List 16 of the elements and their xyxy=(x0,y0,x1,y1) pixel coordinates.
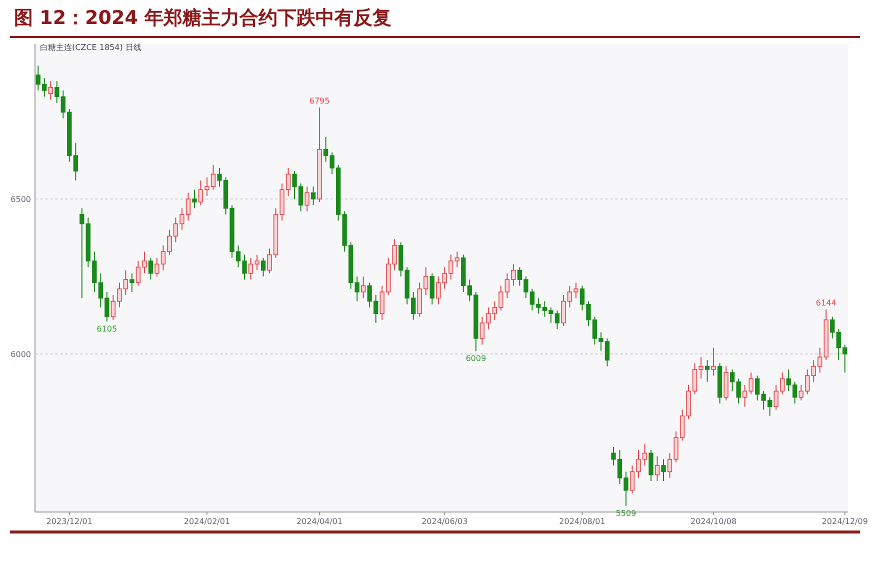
x-tick-label: 2024/04/01 xyxy=(296,517,343,526)
x-tick-label: 2024/06/03 xyxy=(422,517,468,526)
x-tick-label: 2024/12/09 xyxy=(822,517,868,526)
annotation: 6144 xyxy=(816,298,836,308)
chart-title: 图 12：2024 年郑糖主力合约下跌中有反复 xyxy=(14,7,392,29)
annotation: 5509 xyxy=(616,509,636,518)
x-tick-label: 2024/08/01 xyxy=(559,517,606,526)
chart-subtitle: 白糖主连(CZCE 1854) 日线 xyxy=(40,43,142,52)
x-tick-label: 2023/12/01 xyxy=(46,517,92,526)
x-tick-label: 2024/10/08 xyxy=(690,517,737,526)
y-tick-label: 6500 xyxy=(10,194,31,204)
y-tick-label: 6000 xyxy=(10,350,31,359)
x-tick-label: 2024/02/01 xyxy=(184,517,230,526)
annotation: 6105 xyxy=(96,324,118,334)
annotation: 6009 xyxy=(466,354,486,364)
annotation: 6795 xyxy=(309,96,330,106)
